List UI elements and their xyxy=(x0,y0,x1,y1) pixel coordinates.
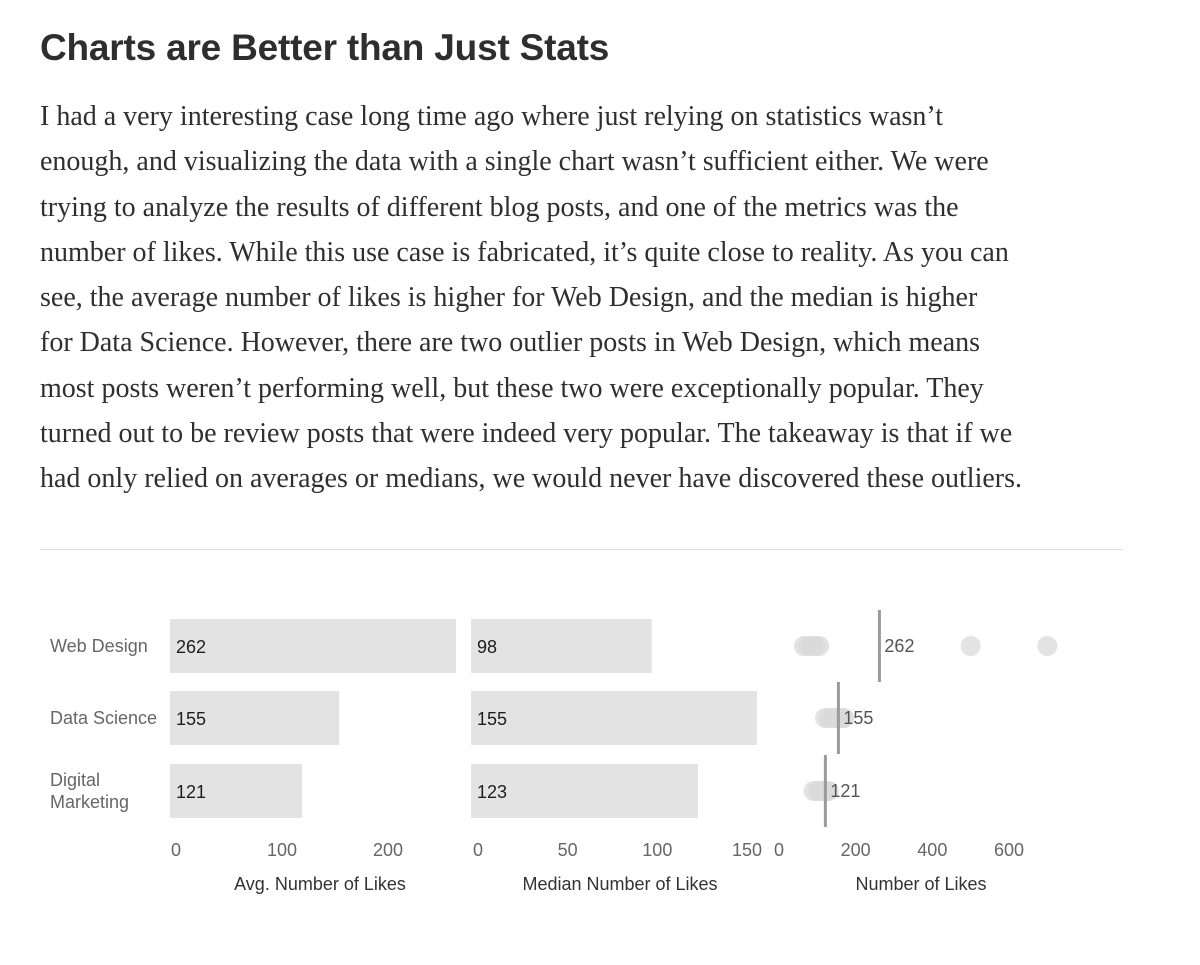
data-point xyxy=(818,781,839,801)
bar-value-label: 262 xyxy=(176,637,206,657)
paragraph-line: most posts weren’t performing well, but … xyxy=(40,372,984,404)
paragraph-line: number of likes. While this use case is … xyxy=(40,236,1009,268)
x-tick-label: 0 xyxy=(473,840,483,860)
bar-value-label: 123 xyxy=(477,782,507,802)
x-axis-label: Median Number of Likes xyxy=(522,874,717,894)
bar xyxy=(170,619,456,673)
likes-charts: Web Design Data Science Digital Marketing 2… xyxy=(50,610,1058,894)
x-tick-label: 0 xyxy=(774,840,784,860)
mean-value-label: 155 xyxy=(843,708,873,728)
x-tick-label: 150 xyxy=(732,840,762,860)
bar-value-label: 98 xyxy=(477,637,497,657)
category-label: Web Design xyxy=(50,636,148,656)
x-tick-label: 50 xyxy=(558,840,578,860)
x-tick-label: 0 xyxy=(171,840,181,860)
avg-likes-bar-chart: 262 155 121 0 100 200 Avg. Number of Likes xyxy=(170,619,456,894)
bar-value-label: 155 xyxy=(176,709,206,729)
data-point xyxy=(1037,636,1058,656)
median-likes-bar-chart: 98 155 123 0 50 100 150 Median Number of Likes xyxy=(471,619,762,894)
paragraph-line: had only relied on averages or medians, … xyxy=(40,463,1022,495)
paragraph-line: for Data Science. However, there are two… xyxy=(40,327,981,359)
article-title: Charts are Better than Just Stats xyxy=(40,27,610,68)
bar xyxy=(170,764,303,818)
x-tick-label: 400 xyxy=(917,840,947,860)
section-divider xyxy=(40,549,1123,550)
bar xyxy=(471,619,652,673)
article-paragraph: I had a very interesting case long time … xyxy=(40,94,1140,502)
x-tick-label: 100 xyxy=(267,840,297,860)
category-labels: Web Design Data Science Digital Marketing xyxy=(50,636,157,812)
data-point xyxy=(809,636,830,656)
mean-value-label: 121 xyxy=(830,781,860,801)
bar xyxy=(471,764,698,818)
paragraph-line: see, the average number of likes is high… xyxy=(40,282,978,314)
bar-value-label: 155 xyxy=(477,709,507,729)
paragraph-line: enough, and visualizing the data with a … xyxy=(40,146,989,178)
x-tick-label: 600 xyxy=(994,840,1024,860)
x-tick-label: 100 xyxy=(642,840,672,860)
x-tick-label: 200 xyxy=(841,840,871,860)
bar xyxy=(471,691,757,745)
category-label: Digital Marketing xyxy=(50,770,129,812)
paragraph-line: turned out to be review posts that were … xyxy=(40,418,1013,450)
mean-value-label: 262 xyxy=(884,636,914,656)
x-axis-label: Number of Likes xyxy=(855,874,986,894)
x-tick-label: 200 xyxy=(373,840,403,860)
likes-distribution-chart: 262 155 121 0 200 400 600 Number of Likes xyxy=(774,610,1058,894)
paragraph-line: trying to analyze the results of differe… xyxy=(40,191,959,223)
data-point xyxy=(960,636,981,656)
bar-value-label: 121 xyxy=(176,782,206,802)
bar xyxy=(170,691,340,745)
category-label: Data Science xyxy=(50,708,157,728)
paragraph-line: I had a very interesting case long time … xyxy=(40,101,944,132)
x-axis-label: Avg. Number of Likes xyxy=(234,874,406,894)
